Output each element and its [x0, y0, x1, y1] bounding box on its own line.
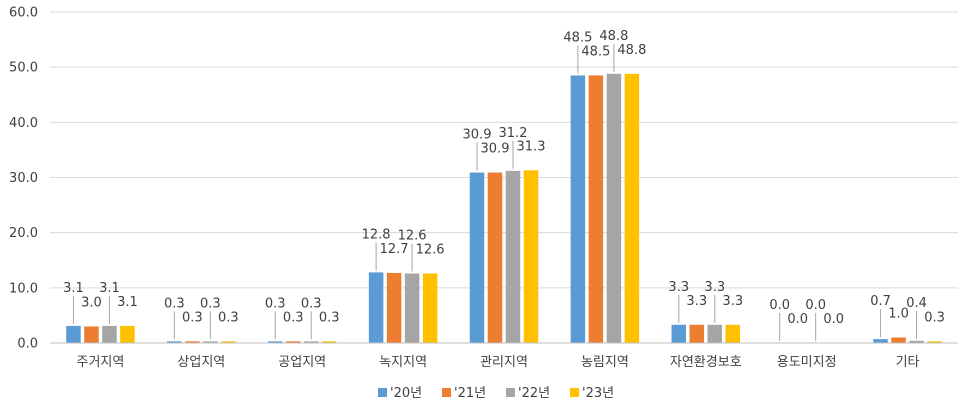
y-axis: 0.0 10.0 20.0 30.0 40.0 50.0 60.0	[9, 6, 38, 352]
data-label: 0.4	[906, 296, 927, 311]
bar	[469, 172, 485, 343]
y-tick-label: 40.0	[9, 116, 38, 131]
bar	[185, 341, 200, 343]
x-category-label: 관리지역	[480, 355, 528, 370]
legend-swatch	[506, 388, 515, 397]
data-label: 0.3	[200, 296, 221, 311]
data-label: 0.7	[870, 294, 891, 309]
y-tick-label: 10.0	[9, 281, 38, 296]
bar	[689, 324, 705, 343]
data-label: 30.9	[463, 128, 492, 143]
data-label: 12.6	[416, 242, 445, 257]
data-label: 48.5	[581, 44, 610, 59]
data-label: 3.3	[722, 294, 743, 309]
legend-label: '21년	[454, 386, 486, 401]
data-label: 12.7	[380, 242, 409, 257]
bar	[66, 325, 81, 343]
data-label: 0.3	[265, 296, 286, 311]
bar	[422, 273, 438, 343]
bar	[570, 75, 586, 344]
data-labels: 3.13.03.13.1 0.30.30.30.30.30.30.30.312.8…	[63, 29, 945, 341]
bar	[120, 325, 135, 343]
legend-label: '23년	[582, 386, 614, 401]
x-category-label: 기타	[896, 355, 920, 370]
bar	[267, 341, 283, 343]
data-label: 1.0	[888, 306, 909, 321]
x-axis: 주거지역 상업지역 공업지역 녹지지역 관리지역 농림지역 자연환경보호 용도미지정 기타	[50, 342, 958, 370]
x-category-label: 공업지역	[278, 355, 326, 370]
y-tick-label: 50.0	[9, 61, 38, 76]
bar	[321, 341, 337, 343]
legend-label: '22년	[518, 386, 550, 401]
data-label: 0.0	[823, 312, 844, 327]
data-label: 12.8	[362, 227, 391, 242]
data-label: 31.3	[517, 139, 546, 154]
legend-label: '20년	[390, 386, 422, 401]
data-label: 0.0	[769, 298, 790, 313]
bar	[725, 324, 741, 343]
data-label: 3.0	[81, 295, 102, 310]
x-category-label: 상업지역	[177, 355, 225, 370]
data-label: 48.8	[617, 43, 646, 58]
bar	[102, 325, 117, 343]
data-label: 3.1	[99, 281, 120, 296]
gridlines	[50, 11, 958, 289]
bar	[671, 324, 687, 343]
data-label: 3.3	[704, 280, 725, 295]
bar	[386, 272, 402, 343]
data-label: 0.3	[283, 310, 304, 325]
data-label: 0.3	[218, 310, 239, 325]
data-label: 48.8	[599, 29, 628, 44]
bar	[368, 272, 384, 343]
x-category-label: 자연환경보호	[670, 355, 742, 370]
data-label: 48.5	[563, 30, 592, 45]
y-tick-label: 0.0	[17, 337, 38, 352]
bar	[167, 341, 182, 343]
legend-swatch	[442, 388, 451, 397]
bars	[66, 73, 942, 344]
bar	[303, 341, 319, 343]
data-label: 0.3	[301, 296, 322, 311]
bar	[606, 73, 622, 343]
data-label: 0.0	[805, 298, 826, 313]
bar	[707, 324, 723, 343]
bar	[487, 172, 503, 343]
x-category-label: 용도미지정	[777, 355, 837, 370]
x-category-label: 녹지지역	[379, 355, 427, 370]
data-label: 3.3	[668, 280, 689, 295]
data-label: 0.3	[319, 310, 340, 325]
legend-swatch	[570, 388, 579, 397]
bar	[909, 340, 924, 343]
data-label: 0.3	[182, 310, 203, 325]
bar	[588, 75, 604, 344]
bar	[873, 339, 888, 343]
data-label: 3.1	[117, 295, 138, 310]
bar	[523, 170, 539, 343]
bar	[891, 337, 906, 343]
bar	[221, 341, 236, 343]
data-label: 0.3	[164, 296, 185, 311]
y-tick-label: 30.0	[9, 171, 38, 186]
bar	[927, 341, 942, 343]
bar	[624, 73, 640, 343]
bar	[404, 273, 420, 343]
bar	[285, 341, 301, 343]
legend-swatch	[378, 388, 387, 397]
data-label: 3.1	[63, 281, 84, 296]
data-label: 30.9	[481, 142, 510, 157]
data-label: 12.6	[398, 228, 427, 243]
data-label: 0.0	[787, 312, 808, 327]
y-tick-label: 60.0	[9, 6, 38, 21]
bar	[505, 170, 521, 343]
bar	[84, 326, 99, 343]
bar	[203, 341, 218, 343]
legend: '20년 '21년 '22년 '23년	[378, 386, 614, 401]
y-tick-label: 20.0	[9, 226, 38, 241]
data-label: 0.3	[924, 310, 945, 325]
data-label: 3.3	[686, 294, 707, 309]
x-category-label: 농림지역	[581, 355, 629, 370]
data-label: 31.2	[499, 126, 528, 141]
x-category-label: 주거지역	[77, 355, 125, 370]
